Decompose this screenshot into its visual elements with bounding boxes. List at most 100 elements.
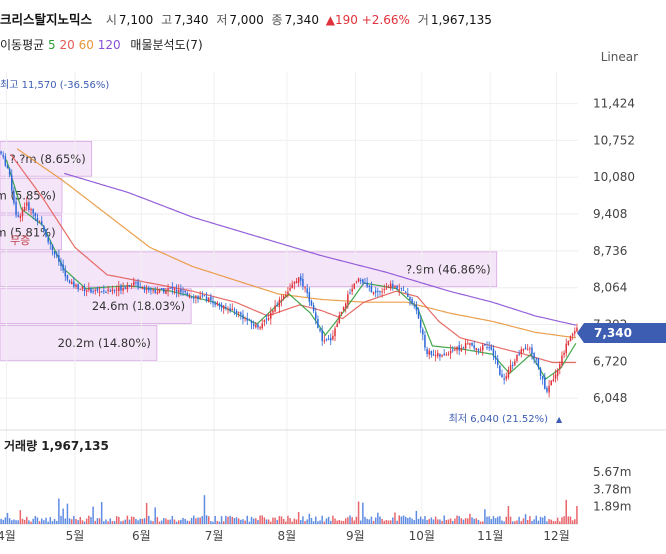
candle (225, 306, 227, 308)
volume-bar (100, 502, 103, 524)
candle (559, 364, 561, 369)
volume-bar (55, 520, 58, 524)
volume-bar (424, 516, 426, 524)
open-value: 7,100 (118, 13, 154, 27)
volume-bar (407, 517, 409, 524)
volume-bar (496, 516, 499, 524)
volume-title: 거래량 1,967,135 (4, 438, 109, 453)
candle (96, 288, 99, 291)
volume-bar (317, 521, 319, 524)
candle (443, 353, 445, 355)
ma-label[interactable]: 이동평균 (0, 38, 45, 52)
volume-bar (325, 518, 328, 524)
volume-bar (439, 519, 441, 524)
candle (342, 306, 345, 311)
candle (259, 327, 261, 329)
candle (195, 295, 197, 299)
scale-mode-button[interactable]: Linear (600, 50, 638, 64)
volume-tick: 5.67m (593, 465, 631, 479)
volume-bar (169, 519, 171, 524)
volume-bar (332, 515, 334, 524)
candle (329, 338, 332, 341)
candle (130, 285, 133, 287)
volume-bar (145, 502, 148, 524)
volume-bar (235, 517, 238, 524)
candle (488, 347, 490, 349)
volume-bar (81, 520, 84, 524)
candle (362, 279, 364, 283)
candle (574, 330, 576, 334)
volume-bar (447, 519, 450, 524)
volume-bar (17, 520, 19, 524)
volume-bar (227, 516, 229, 524)
volume-bar (526, 519, 529, 524)
ma5-label: 5 (48, 38, 56, 52)
candle (150, 289, 152, 291)
volume-bar (257, 520, 259, 524)
volume-bar (141, 518, 144, 524)
volume-bar (336, 520, 338, 524)
candle (479, 349, 482, 351)
volume-bar (207, 516, 210, 524)
candle (567, 340, 570, 345)
candle (490, 346, 493, 350)
candle (432, 354, 435, 356)
candle (270, 312, 272, 319)
candle (368, 285, 371, 287)
volume-bar (479, 521, 482, 524)
volume-bar (120, 521, 122, 524)
candle (235, 310, 238, 314)
volume-bar (233, 518, 236, 524)
candle (402, 289, 405, 291)
candle (282, 295, 285, 300)
volume-bar (302, 516, 304, 524)
candle (36, 217, 39, 222)
indicator-bar[interactable]: 이동평균 5 20 60 120 매물분석도(7) (0, 36, 203, 53)
candle (171, 286, 174, 289)
volume-bar (126, 515, 129, 524)
volume-bar (492, 516, 495, 524)
volume-bar (2, 519, 4, 524)
volume-bar (252, 518, 255, 524)
candle (462, 347, 465, 349)
volume-bar (28, 520, 30, 524)
candle (214, 302, 216, 305)
candle (261, 323, 263, 329)
candle (62, 264, 64, 271)
candle (467, 343, 469, 345)
candle (516, 354, 518, 361)
volume-bar (471, 517, 473, 524)
date-tick: 10월 (409, 529, 435, 543)
volume-bar (182, 517, 184, 524)
candle (325, 339, 328, 341)
volume-bar (477, 519, 480, 524)
candle (359, 280, 362, 282)
volume-label: 거 (417, 13, 429, 27)
low-value: 7,000 (229, 13, 264, 27)
volume-bar (347, 517, 349, 524)
candle (464, 343, 467, 349)
volume-bar (130, 516, 133, 524)
volume-bar (49, 517, 52, 524)
candle (419, 319, 422, 328)
volume-profile-toggle[interactable]: 매물분석도(7) (130, 38, 203, 52)
volume-bar (475, 518, 478, 524)
candle (199, 296, 201, 299)
volume-bar (383, 520, 386, 524)
volume-bar (400, 516, 403, 524)
volume-bar (507, 506, 510, 524)
volume-bar (115, 516, 118, 524)
volume-bar (222, 521, 225, 524)
volume-bar (381, 518, 383, 524)
candle (11, 175, 13, 191)
low-label: 저 (216, 13, 228, 27)
candle (323, 340, 326, 342)
volume-bar (323, 521, 326, 524)
profile-label: ?.97m (5.85%) (0, 189, 56, 203)
volume-bar (210, 521, 212, 524)
volume-bar (23, 519, 26, 524)
volume-bar (411, 518, 413, 524)
candle (524, 347, 527, 350)
volume-bar (96, 518, 99, 524)
